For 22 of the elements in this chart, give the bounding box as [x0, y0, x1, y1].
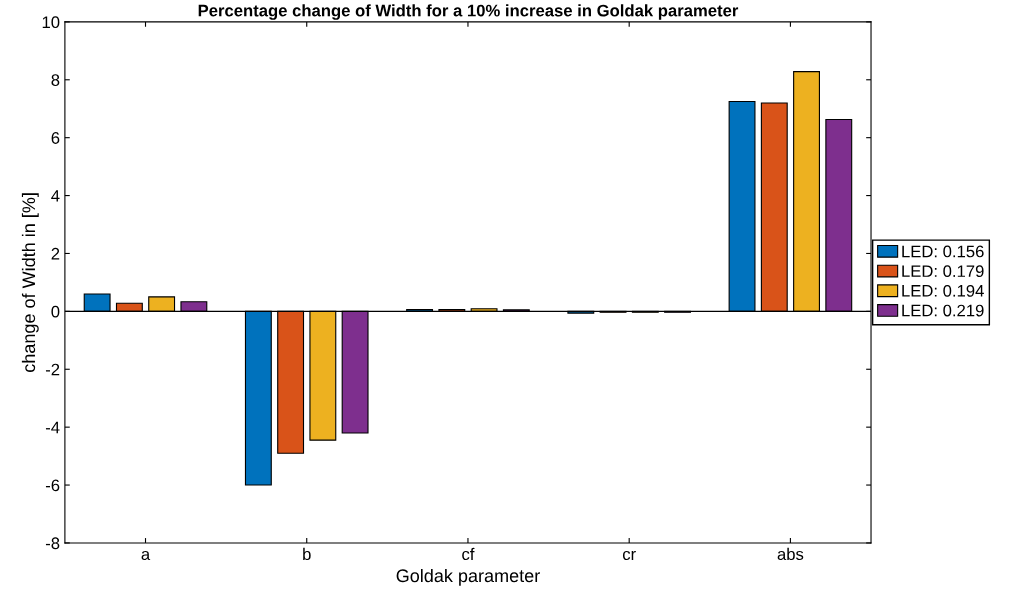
- y-tick-label: -8: [45, 537, 60, 550]
- y-tick-label: 6: [51, 132, 60, 144]
- legend-label: LED: 0.219: [902, 304, 984, 317]
- y-tick-label: 10: [42, 16, 60, 29]
- y-tick-label: 8: [51, 74, 60, 86]
- y-tick-label: 2: [51, 247, 60, 260]
- chart-title: Percentage change of Width for a 10% increase in Goldak parameter: [198, 4, 739, 20]
- x-tick-label: cr: [622, 550, 636, 561]
- y-tick-label: -2: [45, 363, 60, 376]
- legend-label: LED: 0.156: [902, 245, 984, 258]
- legend-label: LED: 0.179: [902, 265, 984, 278]
- y-tick-label: -6: [45, 479, 60, 492]
- x-tick-label: b: [303, 547, 311, 561]
- x-axis-title: Goldak parameter: [396, 568, 540, 586]
- x-tick-label: abs: [777, 547, 804, 561]
- y-axis-title: change of Width in [%]: [21, 193, 39, 372]
- y-tick-label: 0: [51, 305, 60, 318]
- x-tick-label: cf: [462, 547, 475, 561]
- y-tick-label: 4: [51, 190, 60, 202]
- legend-label: LED: 0.194: [902, 284, 984, 297]
- x-tick-label: a: [141, 550, 151, 561]
- y-tick-label: -4: [45, 421, 60, 434]
